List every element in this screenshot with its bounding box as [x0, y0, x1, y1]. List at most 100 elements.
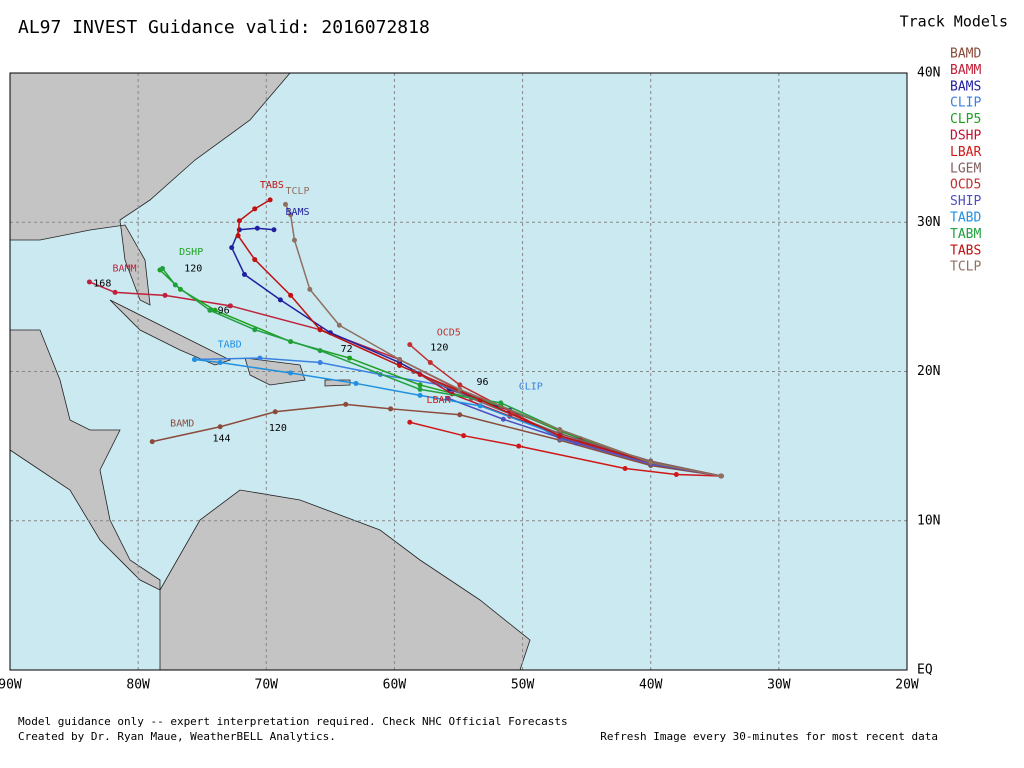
track-point: [257, 355, 263, 361]
track-point: [291, 237, 297, 243]
track-point: [557, 433, 563, 439]
x-tick-label: 50W: [511, 678, 535, 693]
track-point: [207, 307, 213, 313]
track-label: LBAR: [426, 395, 451, 406]
legend-entry: OCD5: [950, 178, 981, 193]
track-point: [217, 424, 223, 430]
track-point: [427, 360, 433, 366]
track-point: [277, 297, 283, 303]
track-point: [162, 292, 168, 298]
track-point: [254, 225, 260, 231]
x-tick-label: 70W: [255, 678, 279, 693]
x-tick-label: 30W: [767, 678, 791, 693]
track-label: 72: [341, 344, 353, 355]
track-point: [267, 197, 273, 203]
track-point: [271, 227, 277, 233]
track-point: [353, 380, 359, 386]
track-point: [457, 382, 463, 388]
track-point: [573, 440, 579, 446]
track-point: [718, 473, 724, 479]
track-point: [498, 400, 504, 406]
track-point: [317, 327, 323, 333]
track-line: [409, 421, 722, 477]
legend-entry: LBAR: [950, 145, 981, 160]
track-line: [284, 204, 722, 477]
track-point: [417, 382, 423, 388]
track-point: [272, 409, 278, 415]
x-tick-label: 20W: [895, 678, 919, 693]
legend-entry: BAMD: [950, 47, 981, 62]
x-tick-label: 60W: [383, 678, 407, 693]
track-label: CLIP: [519, 381, 543, 392]
y-tick-label: EQ: [917, 663, 933, 678]
track-point: [461, 433, 467, 439]
legend-entry: LGEM: [950, 161, 981, 176]
track-point: [159, 266, 165, 272]
track-label: 120: [269, 423, 287, 434]
track-point: [217, 360, 223, 366]
legend-title: Track Models: [900, 13, 1008, 31]
track-point: [307, 286, 313, 292]
track-label: 144: [212, 434, 230, 445]
track-point: [622, 466, 628, 472]
track-label: 168: [93, 278, 111, 289]
track-point: [336, 322, 342, 328]
track-point: [149, 439, 155, 445]
track-point: [417, 392, 423, 398]
track-label: 96: [218, 305, 230, 316]
track-point: [388, 406, 394, 412]
track-point: [648, 460, 654, 466]
track-point: [172, 282, 178, 288]
track-point: [229, 245, 235, 251]
track-label: 120: [430, 343, 448, 354]
track-label: TCLP: [286, 186, 310, 197]
track-point: [516, 443, 522, 449]
track-label: TABD: [218, 340, 242, 351]
x-tick-label: 40W: [639, 678, 663, 693]
track-label: DSHP: [179, 247, 203, 258]
track-label: BAMD: [170, 419, 194, 430]
y-tick-label: 20N: [917, 364, 940, 379]
track-point: [343, 401, 349, 407]
track-point: [407, 342, 413, 348]
legend-entry: CLIP: [950, 96, 981, 111]
track-point: [242, 271, 248, 277]
track-point: [252, 327, 258, 333]
footer-line: Model guidance only -- expert interpreta…: [18, 715, 568, 728]
track-point: [457, 412, 463, 418]
track-label: 120: [184, 264, 202, 275]
legend-entry: TABS: [950, 243, 981, 258]
track-point: [397, 357, 403, 363]
track-point: [397, 363, 403, 369]
track-point: [317, 348, 323, 354]
x-tick-label: 90W: [0, 678, 22, 693]
y-tick-label: 30N: [917, 215, 940, 230]
legend-entry: BAMS: [950, 79, 981, 94]
track-point: [227, 303, 233, 309]
track-point: [283, 201, 289, 207]
track-point: [457, 386, 463, 392]
track-point: [417, 386, 423, 392]
footer-line: Refresh Image every 30-minutes for most …: [600, 730, 938, 743]
legend-entry: TABD: [950, 211, 981, 226]
legend-entry: TABM: [950, 227, 981, 242]
track-label: TABS: [260, 180, 284, 191]
y-tick-label: 40N: [917, 66, 940, 81]
track-label: OCD5: [437, 328, 461, 339]
x-tick-label: 80W: [126, 678, 150, 693]
track-point: [86, 279, 92, 285]
track-point: [252, 257, 258, 263]
legend-entry: DSHP: [950, 129, 981, 144]
track-point: [500, 416, 506, 422]
y-tick-label: 10N: [917, 513, 940, 528]
track-point: [477, 403, 483, 409]
track-label: BAMM: [113, 264, 137, 275]
track-point: [317, 360, 323, 366]
track-point: [347, 355, 353, 361]
track-point: [288, 292, 294, 298]
track-label: BAMS: [286, 207, 310, 218]
title: AL97 INVEST Guidance valid: 2016072818: [18, 17, 430, 38]
legend-entry: BAMM: [950, 63, 981, 78]
track-point: [235, 233, 241, 239]
track-point: [673, 471, 679, 477]
